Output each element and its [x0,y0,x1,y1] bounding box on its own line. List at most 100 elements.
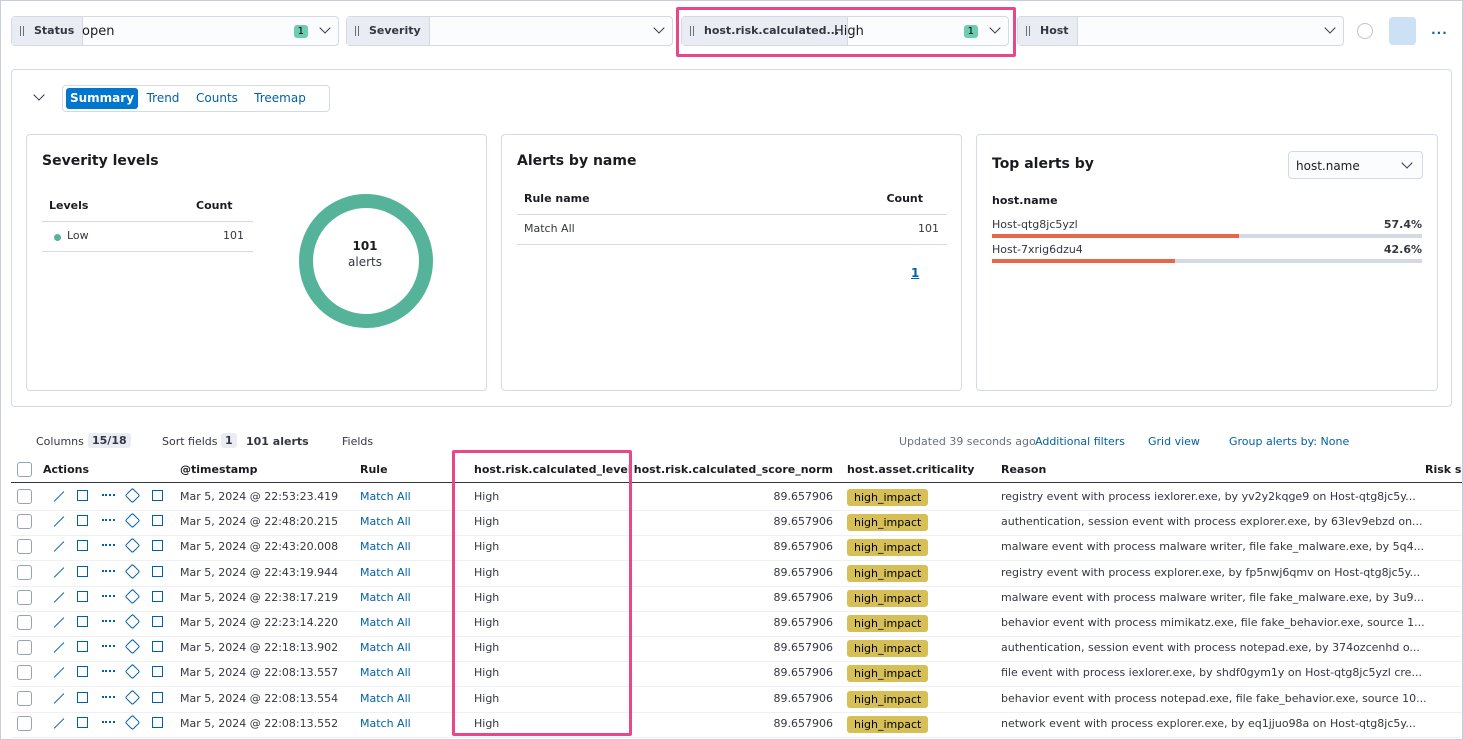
action-icon[interactable] [152,716,163,728]
page-link[interactable]: 1 [911,266,920,280]
row-checkbox[interactable] [17,564,32,580]
filter-control[interactable]: Severity [346,16,673,46]
action-icon[interactable] [102,566,115,572]
action-icon[interactable] [124,538,141,554]
rule-link[interactable]: Match All [360,490,411,503]
additional-filters[interactable]: Additional filters [1035,435,1126,448]
row-checkbox[interactable] [17,615,32,630]
group-by[interactable]: Group alerts by: None [1229,435,1350,448]
filter-control[interactable]: Host [1017,16,1344,46]
row-checkbox[interactable] [17,665,32,681]
alerts-count: 101 alerts [246,435,309,448]
action-icon[interactable] [102,666,115,673]
action-icon[interactable] [152,540,163,552]
rule-link[interactable]: Match All [360,716,411,730]
fields-button[interactable]: Fields [342,435,374,448]
sort-button[interactable]: Sort fields [162,435,218,448]
action-icon[interactable] [102,717,115,723]
card-title: Top alerts by [992,156,1094,172]
action-icon[interactable] [53,491,65,502]
add-control[interactable] [1357,23,1373,39]
action-icon[interactable] [53,566,65,578]
action-icon[interactable] [53,642,65,653]
rule-link[interactable]: Match All [360,590,411,604]
action-icon[interactable] [124,714,141,731]
action-icon[interactable] [102,540,115,547]
more-button[interactable]: ∙∙∙ [1431,26,1448,40]
grip [690,26,694,36]
save-button[interactable] [1389,17,1416,45]
action-icon[interactable] [102,641,115,648]
action-icon[interactable] [53,692,65,704]
action-icon[interactable] [102,591,115,597]
tab[interactable]: Counts [196,91,238,105]
field-select[interactable]: host.name [1288,151,1423,179]
rule-link[interactable]: Match All [360,641,411,655]
action-icon[interactable] [77,490,88,501]
rule-link[interactable]: Match All [360,616,411,629]
select-all[interactable] [17,462,32,477]
row-checkbox[interactable] [17,715,32,731]
action-icon[interactable] [77,616,88,627]
action-icon[interactable] [152,641,163,653]
action-icon[interactable] [53,516,65,527]
action-icon[interactable] [124,613,141,630]
action-icon[interactable] [77,590,88,602]
rule-link[interactable]: Match All [360,691,411,705]
action-icon[interactable] [77,540,88,552]
row-checkbox[interactable] [17,640,32,656]
tab[interactable]: Summary [66,88,138,109]
action-icon[interactable] [124,638,141,655]
action-icon[interactable] [77,641,88,653]
action-icon[interactable] [152,691,163,703]
row-checkbox[interactable] [17,690,32,706]
action-icon[interactable] [124,664,141,680]
criticality-badge: high_impact [847,539,929,557]
filter-control[interactable]: Status open 1 [11,16,339,46]
action-icon[interactable] [77,515,88,527]
action-icon[interactable] [77,716,88,728]
row-checkbox[interactable] [17,514,32,530]
filter-control[interactable]: host.risk.calculated... High 1 [681,16,1009,46]
action-icon[interactable] [152,616,163,627]
criticality-badge: high_impact [847,589,929,607]
row-checkbox[interactable] [17,489,32,504]
grid-view[interactable]: Grid view [1148,435,1200,448]
row-checkbox[interactable] [17,539,32,555]
action-icon[interactable] [77,565,88,577]
rule-link[interactable]: Match All [360,565,411,579]
rule-link[interactable]: Match All [360,515,411,529]
action-icon[interactable] [124,487,141,504]
action-icon[interactable] [102,616,115,622]
action-icon[interactable] [53,667,65,679]
action-icon[interactable] [53,591,65,603]
action-icon[interactable] [77,691,88,703]
rule-link[interactable]: Match All [360,540,411,554]
row-checkbox[interactable] [17,589,32,605]
action-icon[interactable] [102,515,115,522]
action-icon[interactable] [124,689,141,705]
action-icon[interactable] [152,565,163,577]
action-icon[interactable] [152,666,163,678]
criticality-badge: high_impact [847,690,929,708]
action-icon[interactable] [102,490,115,496]
action-icon[interactable] [53,541,65,553]
action-icon[interactable] [152,515,163,527]
action-icon[interactable] [124,563,141,579]
action-icon[interactable] [77,666,88,678]
action-icon[interactable] [53,617,65,628]
action-icon[interactable] [53,717,65,729]
action-icon[interactable] [152,490,163,501]
tab[interactable]: Treemap [254,91,306,105]
risk-level: High [474,691,500,705]
action-icon[interactable] [124,588,141,605]
action-icon[interactable] [124,512,141,529]
action-icon[interactable] [102,692,115,698]
tab[interactable]: Trend [146,91,180,105]
reason: network event with process explorer.exe,… [1001,716,1416,730]
action-icon[interactable] [152,590,163,602]
rule-link[interactable]: Match All [360,666,411,680]
reason: behavior event with process notepad.exe,… [1001,691,1427,705]
columns-count: 15/18 [88,433,131,448]
columns-button[interactable]: Columns [36,435,84,448]
